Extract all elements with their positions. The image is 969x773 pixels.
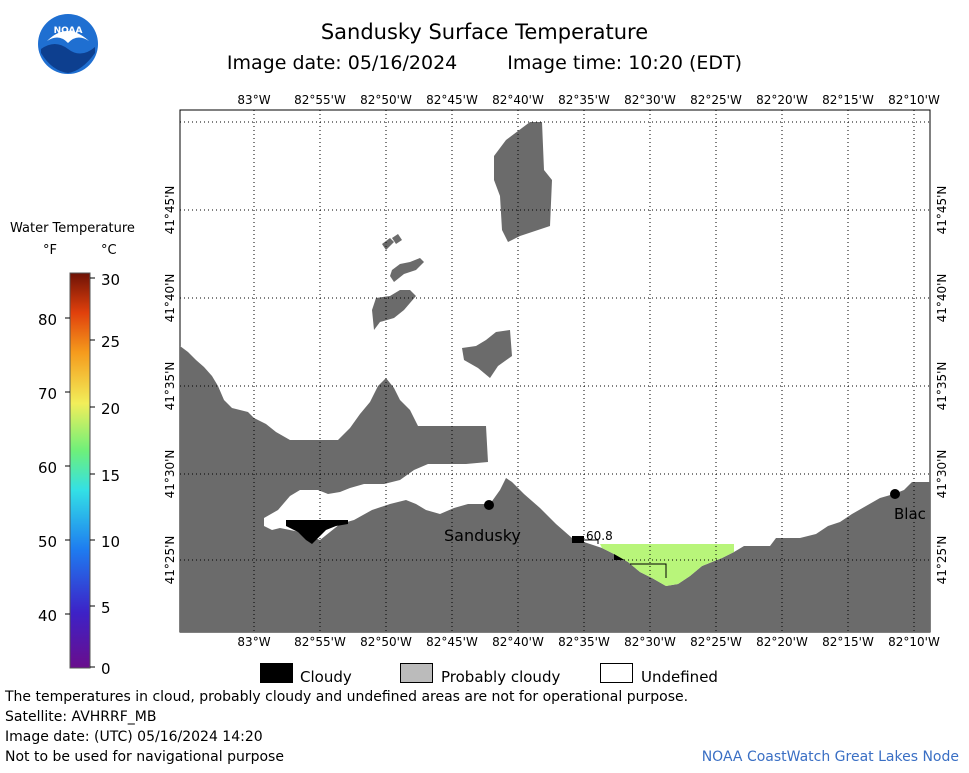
lon-label: 82°45'W (426, 93, 478, 107)
legend-cloudy-label: Cloudy (300, 668, 352, 686)
legend-undefined-swatch (600, 663, 633, 683)
cloudy-patch (286, 520, 348, 544)
lon-label: 82°35'W (558, 93, 610, 107)
color-scale-bar (65, 272, 95, 669)
utc-date: Image date: (UTC) 05/16/2024 14:20 (5, 729, 263, 745)
scale-label-f: 70 (38, 385, 58, 403)
south-bass-island (372, 290, 416, 330)
image-datetime: Image date: 05/16/2024 Image time: 10:20… (0, 52, 969, 74)
lon-label: 82°35'W (558, 635, 610, 649)
lat-label: 41°45'N (935, 186, 949, 235)
lon-label: 82°20'W (756, 635, 808, 649)
lat-label: 41°45'N (163, 186, 177, 235)
lon-label: 82°45'W (426, 635, 478, 649)
blac-marker-icon (890, 489, 900, 499)
scale-label-f: 50 (38, 533, 58, 551)
legend-probably-cloudy-label: Probably cloudy (441, 668, 561, 686)
lon-label: 82°15'W (822, 93, 874, 107)
middle-bass-island (382, 238, 394, 250)
lat-label: 41°25'N (163, 536, 177, 585)
logo-text: NOAA (54, 26, 83, 36)
scale-label-f: 80 (38, 311, 58, 329)
reading-leader (578, 539, 599, 544)
lon-label: 83°W (237, 93, 270, 107)
lon-labels-top: 83°W 82°55'W 82°50'W 82°45'W 82°40'W 82°35'W 8… (237, 93, 940, 107)
north-bass-island (392, 234, 402, 244)
nav-warning: Not to be used for navigational purpose (5, 749, 284, 765)
scale-label-f: 40 (38, 607, 58, 625)
lon-label: 82°20'W (756, 93, 808, 107)
lat-label: 41°40'N (935, 274, 949, 323)
lon-label: 82°10'W (888, 635, 940, 649)
scale-label-c: 20 (101, 400, 121, 418)
lat-label: 41°40'N (163, 274, 177, 323)
scale-title: Water Temperature (10, 221, 135, 236)
credit: NOAA CoastWatch Great Lakes Node (701, 749, 959, 765)
legend-cloudy-swatch (260, 663, 293, 683)
scale-label-f: 60 (38, 459, 58, 477)
lat-label: 41°30'N (935, 450, 949, 499)
scale-label-c: 30 (101, 271, 121, 289)
lat-label: 41°30'N (163, 450, 177, 499)
sandusky-marker-icon (484, 500, 494, 510)
lon-label: 82°15'W (822, 635, 874, 649)
shore-outline (630, 563, 667, 578)
lon-label: 82°55'W (294, 93, 346, 107)
lat-label: 41°35'N (935, 362, 949, 411)
disclaimer: The temperatures in cloud, probably clou… (5, 689, 689, 705)
lat-labels-left: 41°45'N 41°40'N 41°35'N 41°30'N 41°25'N (163, 186, 177, 585)
satellite: Satellite: AVHRRF_MB (5, 709, 157, 725)
image-date: Image date: 05/16/2024 (226, 52, 458, 74)
lon-label: 82°40'W (492, 93, 544, 107)
map-title: Sandusky Surface Temperature (320, 20, 649, 44)
lon-label: 82°30'W (624, 635, 676, 649)
rattlesnake-island (390, 258, 424, 282)
lat-label: 41°35'N (163, 362, 177, 411)
lon-label: 82°10'W (888, 93, 940, 107)
scale-label-c: 25 (101, 333, 121, 351)
noaa-logo-icon: NOAA (38, 14, 98, 74)
warm-water-area (600, 544, 734, 586)
place-blac: Blac (894, 505, 926, 523)
lon-label: 82°25'W (690, 635, 742, 649)
scale-label-c: 15 (101, 467, 121, 485)
lon-labels-bottom: 83°W 82°55'W 82°50'W 82°45'W 82°40'W 82°35'W 8… (237, 635, 940, 649)
kelleys-island (494, 122, 552, 242)
unit-celsius: °C (101, 243, 117, 258)
lon-label: 82°30'W (624, 93, 676, 107)
lon-label: 82°40'W (492, 635, 544, 649)
unit-fahrenheit: °F (43, 243, 57, 258)
legend-undefined-label: Undefined (641, 668, 718, 686)
lon-label: 83°W (237, 635, 270, 649)
lat-labels-right: 41°45'N 41°40'N 41°35'N 41°30'N 41°25'N (935, 186, 949, 585)
land (180, 122, 930, 632)
scale-ticks (65, 277, 95, 668)
scale-label-c: 0 (101, 660, 111, 678)
lon-label: 82°55'W (294, 635, 346, 649)
image-time: Image time: 10:20 (EDT) (507, 52, 743, 74)
temp-reading: 60.8 (586, 529, 613, 543)
mainland (180, 346, 930, 632)
johnson-island (462, 330, 512, 378)
lon-label: 82°50'W (360, 635, 412, 649)
lat-label: 41°25'N (935, 536, 949, 585)
lon-label: 82°25'W (690, 93, 742, 107)
graticule (180, 110, 930, 632)
legend-probably-cloudy-swatch (400, 663, 433, 683)
place-sandusky: Sandusky (444, 526, 521, 545)
lon-label: 82°50'W (360, 93, 412, 107)
scale-label-c: 5 (101, 599, 111, 617)
scale-label-c: 10 (101, 533, 121, 551)
